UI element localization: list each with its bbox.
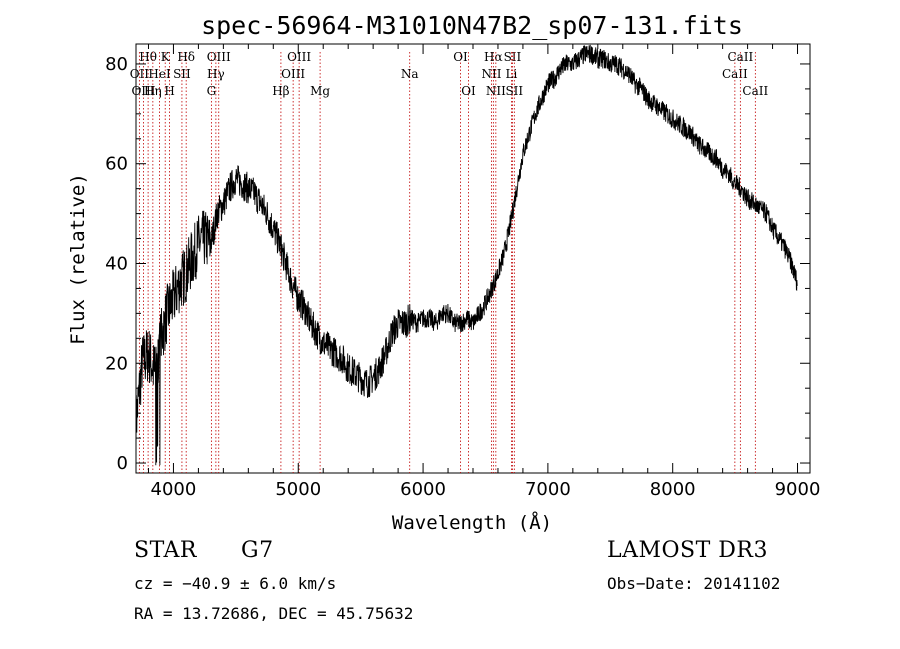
line-marker-label: Hγ	[207, 67, 225, 81]
x-tick-label: 8000	[650, 479, 696, 500]
line-marker-label: OIII	[207, 50, 231, 64]
line-marker-label: HeI	[148, 67, 171, 81]
line-marker-label: CaII	[727, 50, 753, 64]
line-marker-label: Hη	[144, 84, 162, 98]
y-axis-label: Flux (relative)	[67, 173, 89, 345]
flux-series	[135, 44, 798, 466]
line-marker-label: OI	[453, 50, 468, 64]
y-tick-label: 0	[117, 453, 128, 474]
line-marker-label: H	[164, 84, 174, 98]
x-axis-label: Wavelength (Å)	[392, 511, 552, 534]
line-marker-label: OIII	[131, 84, 155, 98]
line-marker-label: OII	[130, 67, 150, 81]
y-tick-label: 20	[105, 353, 128, 374]
object-subclass: G7	[241, 538, 274, 563]
line-marker-label: Hβ	[272, 84, 289, 98]
plot-frame	[135, 43, 811, 474]
flux-line	[135, 44, 798, 466]
x-tick-label: 5000	[275, 479, 321, 500]
line-marker-label: NII	[486, 84, 506, 98]
line-marker-label: Na	[401, 67, 419, 81]
x-tick-label: 6000	[400, 479, 446, 500]
y-tick-label: 80	[105, 54, 128, 75]
redshift-cz: cz = −40.9 ± 6.0 km/s	[134, 574, 337, 593]
line-marker-label: Hδ	[177, 50, 195, 64]
axis-ticks: 4000 5000 6000 7000 8000 9000 0 20 40 60 80	[105, 44, 820, 500]
line-marker-label: CaII	[742, 84, 768, 98]
line-marker-label: Hα	[484, 50, 503, 64]
line-marker-label: K	[161, 50, 171, 64]
y-tick-label: 40	[105, 253, 128, 274]
line-marker-label: Mg	[310, 84, 330, 98]
x-tick-label: 9000	[775, 479, 821, 500]
line-marker-label: NII	[481, 67, 501, 81]
ra-dec: RA = 13.72686, DEC = 45.75632	[134, 604, 414, 623]
line-marker-label: OI	[461, 84, 476, 98]
observation-date: Obs−Date: 20141102	[607, 574, 781, 593]
chart-title: spec-56964-M31010N47B2_sp07-131.fits	[201, 11, 743, 40]
line-marker-label: Hθ	[139, 50, 157, 64]
x-tick-label: 7000	[525, 479, 571, 500]
line-marker-label: OIII	[287, 50, 311, 64]
line-marker-label: Li	[506, 67, 518, 81]
y-tick-label: 60	[105, 154, 128, 175]
object-class: STAR	[134, 538, 197, 563]
line-marker-label: SII	[505, 84, 523, 98]
line-marker-label: SII	[504, 50, 522, 64]
line-marker-label: SII	[173, 67, 191, 81]
line-marker-label: OIII	[281, 67, 305, 81]
x-tick-label: 4000	[151, 479, 197, 500]
line-marker-label: G	[207, 84, 217, 98]
line-marker-label: CaII	[722, 67, 748, 81]
survey-name: LAMOST DR3	[607, 538, 768, 563]
